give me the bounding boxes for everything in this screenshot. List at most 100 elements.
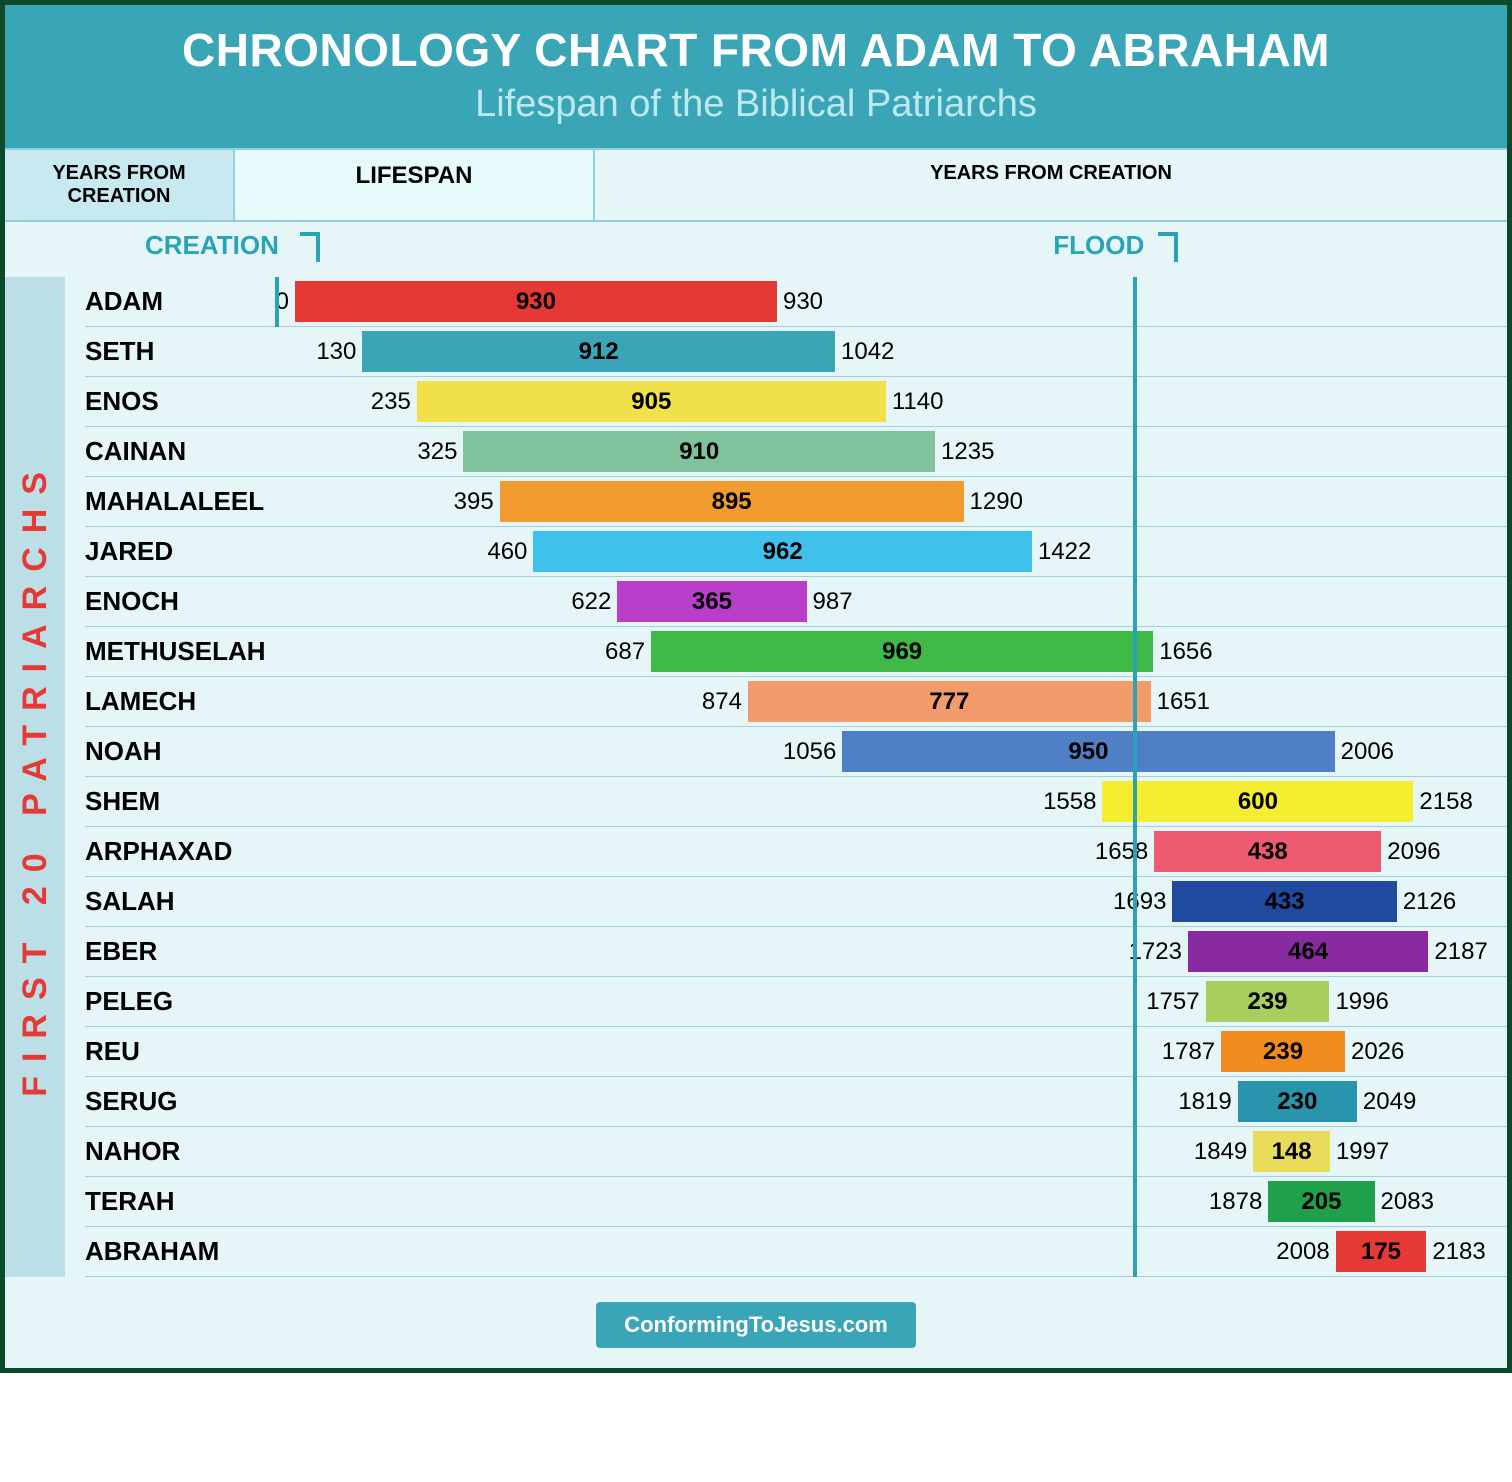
col-header-left: YEARS FROM CREATION [5, 150, 235, 220]
source-badge: ConformingToJesus.com [596, 1302, 916, 1348]
lifespan-bar: 464 [1188, 931, 1428, 972]
end-year: 2006 [1341, 738, 1394, 766]
patriarch-row: ENOCH622365987 [85, 577, 1507, 627]
patriarch-row: ARPHAXAD 16584382096 [85, 827, 1507, 877]
lifespan-bar: 905 [417, 381, 886, 422]
start-year: 1558 [1043, 788, 1096, 816]
patriarch-row: METHUSELAH 6879691656 [85, 627, 1507, 677]
patriarch-name: ADAM [85, 286, 285, 317]
creation-line [275, 277, 279, 327]
end-year: 2183 [1432, 1238, 1485, 1266]
patriarch-row: NOAH 10569502006 [85, 727, 1507, 777]
lifespan-bar: 962 [533, 531, 1032, 572]
start-year: 395 [454, 488, 494, 516]
patriarch-name: SERUG [85, 1086, 285, 1117]
start-year: 1819 [1178, 1088, 1231, 1116]
patriarch-timeline: 16584382096 [295, 827, 1487, 876]
patriarch-row: SETH1309121042 [85, 327, 1507, 377]
flood-line [1133, 277, 1137, 1277]
patriarch-name: LAMECH [85, 686, 285, 717]
patriarch-name: NAHOR [85, 1136, 285, 1167]
lifespan-bar: 895 [500, 481, 964, 522]
lifespan-bar: 175 [1336, 1231, 1427, 1272]
patriarch-name: REU [85, 1036, 285, 1067]
patriarch-row: SHEM 15586002158 [85, 777, 1507, 827]
start-year: 1693 [1113, 888, 1166, 916]
patriarch-row: CAINAN 3259101235 [85, 427, 1507, 477]
end-year: 1656 [1159, 638, 1212, 666]
start-year: 1878 [1209, 1188, 1262, 1216]
patriarch-row: ABRAHAM20081752183 [85, 1227, 1507, 1277]
patriarch-row: PELEG 17572391996 [85, 977, 1507, 1027]
end-year: 1235 [941, 438, 994, 466]
end-year: 2083 [1381, 1188, 1434, 1216]
lifespan-bar: 910 [463, 431, 935, 472]
patriarch-name: NOAH [85, 736, 285, 767]
patriarch-name: JARED [85, 536, 285, 567]
start-year: 1658 [1095, 838, 1148, 866]
patriarch-row: TERAH 18782052083 [85, 1177, 1507, 1227]
start-year: 325 [417, 438, 457, 466]
patriarch-timeline: 3958951290 [295, 477, 1487, 526]
creation-marker: CREATION [145, 230, 279, 261]
patriarch-name: CAINAN [85, 436, 285, 467]
lifespan-bar: 205 [1268, 1181, 1374, 1222]
lifespan-bar: 600 [1102, 781, 1413, 822]
side-label-text: FIRST 20 PATRIARCHS [16, 458, 55, 1097]
end-year: 1651 [1157, 688, 1210, 716]
end-year: 1140 [892, 388, 944, 416]
patriarch-row: SALAH16934332126 [85, 877, 1507, 927]
patriarch-row: EBER17234642187 [85, 927, 1507, 977]
chart-body: FIRST 20 PATRIARCHS ADAM0930930SETH13091… [5, 277, 1507, 1277]
start-year: 1056 [783, 738, 836, 766]
start-year: 687 [605, 638, 645, 666]
end-year: 1996 [1335, 988, 1388, 1016]
patriarch-name: SHEM [85, 786, 285, 817]
flood-hook-icon [1158, 232, 1178, 262]
patriarch-timeline: 17572391996 [295, 977, 1487, 1026]
footer: ConformingToJesus.com [5, 1302, 1507, 1348]
lifespan-bar: 777 [748, 681, 1151, 722]
patriarch-name: TERAH [85, 1186, 285, 1217]
end-year: 1042 [841, 338, 894, 366]
lifespan-bar: 912 [362, 331, 835, 372]
end-year: 1422 [1038, 538, 1091, 566]
patriarch-row: REU 17872392026 [85, 1027, 1507, 1077]
patriarch-row: ENOS 2359051140 [85, 377, 1507, 427]
col-header-mid: LIFESPAN [235, 150, 595, 220]
patriarch-name: ABRAHAM [85, 1236, 285, 1267]
end-year: 930 [783, 288, 823, 316]
patriarch-timeline: 4609621422 [295, 527, 1487, 576]
patriarch-timeline: 2359051140 [295, 377, 1487, 426]
end-year: 2049 [1363, 1088, 1416, 1116]
patriarch-name: EBER [85, 936, 285, 967]
end-year: 2026 [1351, 1038, 1404, 1066]
patriarch-timeline: 18491481997 [295, 1127, 1487, 1176]
patriarch-row: NAHOR 18491481997 [85, 1127, 1507, 1177]
creation-marker-label: CREATION [145, 230, 279, 260]
patriarch-timeline: 6879691656 [295, 627, 1487, 676]
patriarch-name: MAHALALEEL [85, 486, 285, 517]
lifespan-bar: 969 [651, 631, 1153, 672]
patriarch-name: PELEG [85, 986, 285, 1017]
end-year: 2126 [1403, 888, 1456, 916]
patriarch-timeline: 10569502006 [295, 727, 1487, 776]
lifespan-bar: 239 [1206, 981, 1330, 1022]
patriarch-timeline: 17872392026 [295, 1027, 1487, 1076]
creation-hook-icon [300, 232, 320, 262]
patriarch-name: METHUSELAH [85, 636, 285, 667]
end-year: 2187 [1434, 938, 1487, 966]
patriarch-name: ARPHAXAD [85, 836, 285, 867]
chart-header: CHRONOLOGY CHART FROM ADAM TO ABRAHAM Li… [5, 5, 1507, 150]
side-label: FIRST 20 PATRIARCHS [5, 277, 65, 1277]
start-year: 460 [487, 538, 527, 566]
patriarch-timeline: 8747771651 [295, 677, 1487, 726]
patriarch-timeline: 1309121042 [295, 327, 1487, 376]
patriarch-row: LAMECH 8747771651 [85, 677, 1507, 727]
lifespan-bar: 230 [1238, 1081, 1357, 1122]
start-year: 1849 [1194, 1138, 1247, 1166]
patriarch-timeline: 15586002158 [295, 777, 1487, 826]
column-headers: YEARS FROM CREATION LIFESPAN YEARS FROM … [5, 150, 1507, 222]
start-year: 1787 [1162, 1038, 1215, 1066]
patriarch-name: ENOS [85, 386, 285, 417]
